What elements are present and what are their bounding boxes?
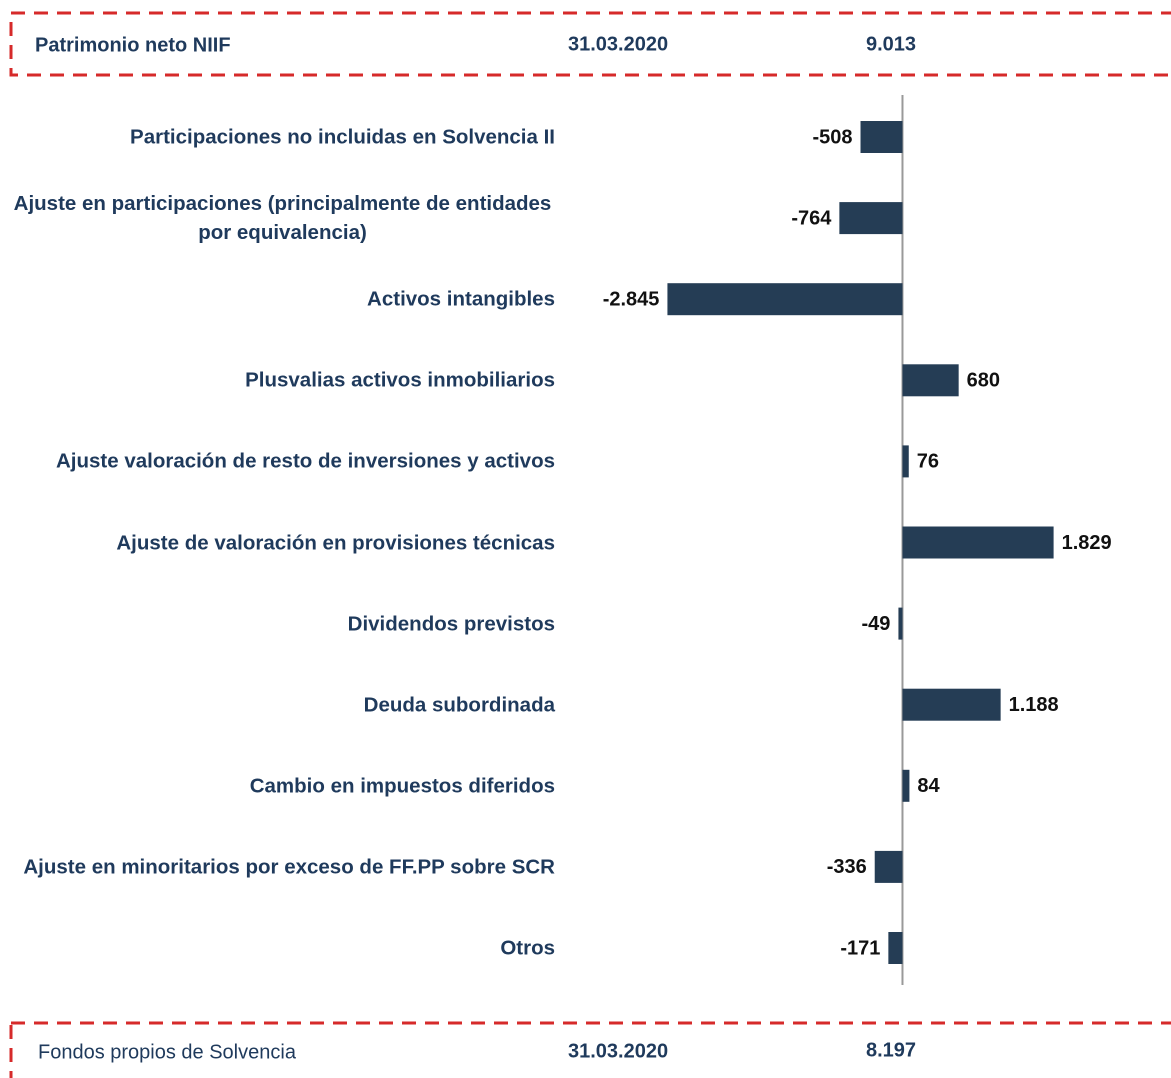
- value-label: -2.845: [603, 288, 660, 310]
- footer-label: Fondos propios de Solvencia: [38, 1041, 297, 1063]
- category-label: Participaciones no incluidas en Solvenci…: [130, 125, 555, 149]
- category-label-box: Ajuste en participaciones (principalment…: [10, 189, 555, 247]
- value-label: 1.188: [1009, 694, 1059, 716]
- header-label: Patrimonio neto NIIF: [35, 34, 231, 56]
- category-label: Dividendos previstos: [347, 612, 555, 636]
- category-label-box: Plusvalias activos inmobiliarios: [10, 366, 555, 395]
- bar: [902, 364, 959, 397]
- value-label: -336: [827, 856, 867, 878]
- category-label: Ajuste de valoración en provisiones técn…: [116, 531, 555, 554]
- category-label-box: Ajuste de valoración en provisiones técn…: [10, 528, 555, 557]
- footer-value: 8.197: [866, 1039, 916, 1061]
- footer-date: 31.03.2020: [568, 1040, 668, 1062]
- category-label: Deuda subordinada: [363, 693, 555, 717]
- value-label: -171: [840, 937, 880, 959]
- value-label: -508: [812, 126, 852, 148]
- bar: [902, 688, 1001, 721]
- bar: [860, 121, 903, 153]
- category-label-box: Cambio en impuestos diferidos: [10, 771, 555, 800]
- category-label: Plusvalias activos inmobiliarios: [245, 368, 555, 392]
- bar: [902, 445, 909, 478]
- category-label: Activos intangibles: [367, 287, 555, 311]
- category-label-box: Dividendos previstos: [10, 609, 555, 638]
- category-label-box: Participaciones no incluidas en Solvenci…: [10, 123, 555, 152]
- category-label-box: Ajuste en minoritarios por exceso de FF.…: [10, 852, 555, 881]
- category-label: Ajuste en participaciones (principalment…: [13, 192, 552, 245]
- category-label: Ajuste valoración de resto de inversione…: [55, 449, 555, 473]
- value-label: 1.829: [1062, 532, 1112, 554]
- category-label-box: Deuda subordinada: [10, 690, 555, 719]
- bar: [874, 850, 903, 883]
- value-label: 76: [917, 451, 939, 473]
- bar: [902, 526, 1054, 559]
- header-value: 9.013: [866, 33, 916, 55]
- header-date: 31.03.2020: [568, 33, 668, 55]
- footer-box: [9, 1021, 1171, 1078]
- category-label-box: Activos intangibles: [10, 285, 555, 314]
- bar: [898, 607, 903, 640]
- bar: [839, 202, 903, 235]
- category-label-box: Otros: [10, 934, 555, 963]
- value-label: 680: [967, 370, 1000, 392]
- value-label: -49: [862, 613, 891, 635]
- value-label: -764: [791, 207, 832, 229]
- value-label: 84: [917, 775, 940, 797]
- category-label-box: Ajuste valoración de resto de inversione…: [10, 447, 555, 476]
- category-label: Ajuste en minoritarios por exceso de FF.…: [23, 855, 555, 879]
- category-label: Otros: [500, 936, 555, 960]
- category-label: Cambio en impuestos diferidos: [249, 774, 555, 798]
- bar: [888, 932, 903, 964]
- bar: [902, 769, 910, 802]
- bar: [667, 283, 903, 316]
